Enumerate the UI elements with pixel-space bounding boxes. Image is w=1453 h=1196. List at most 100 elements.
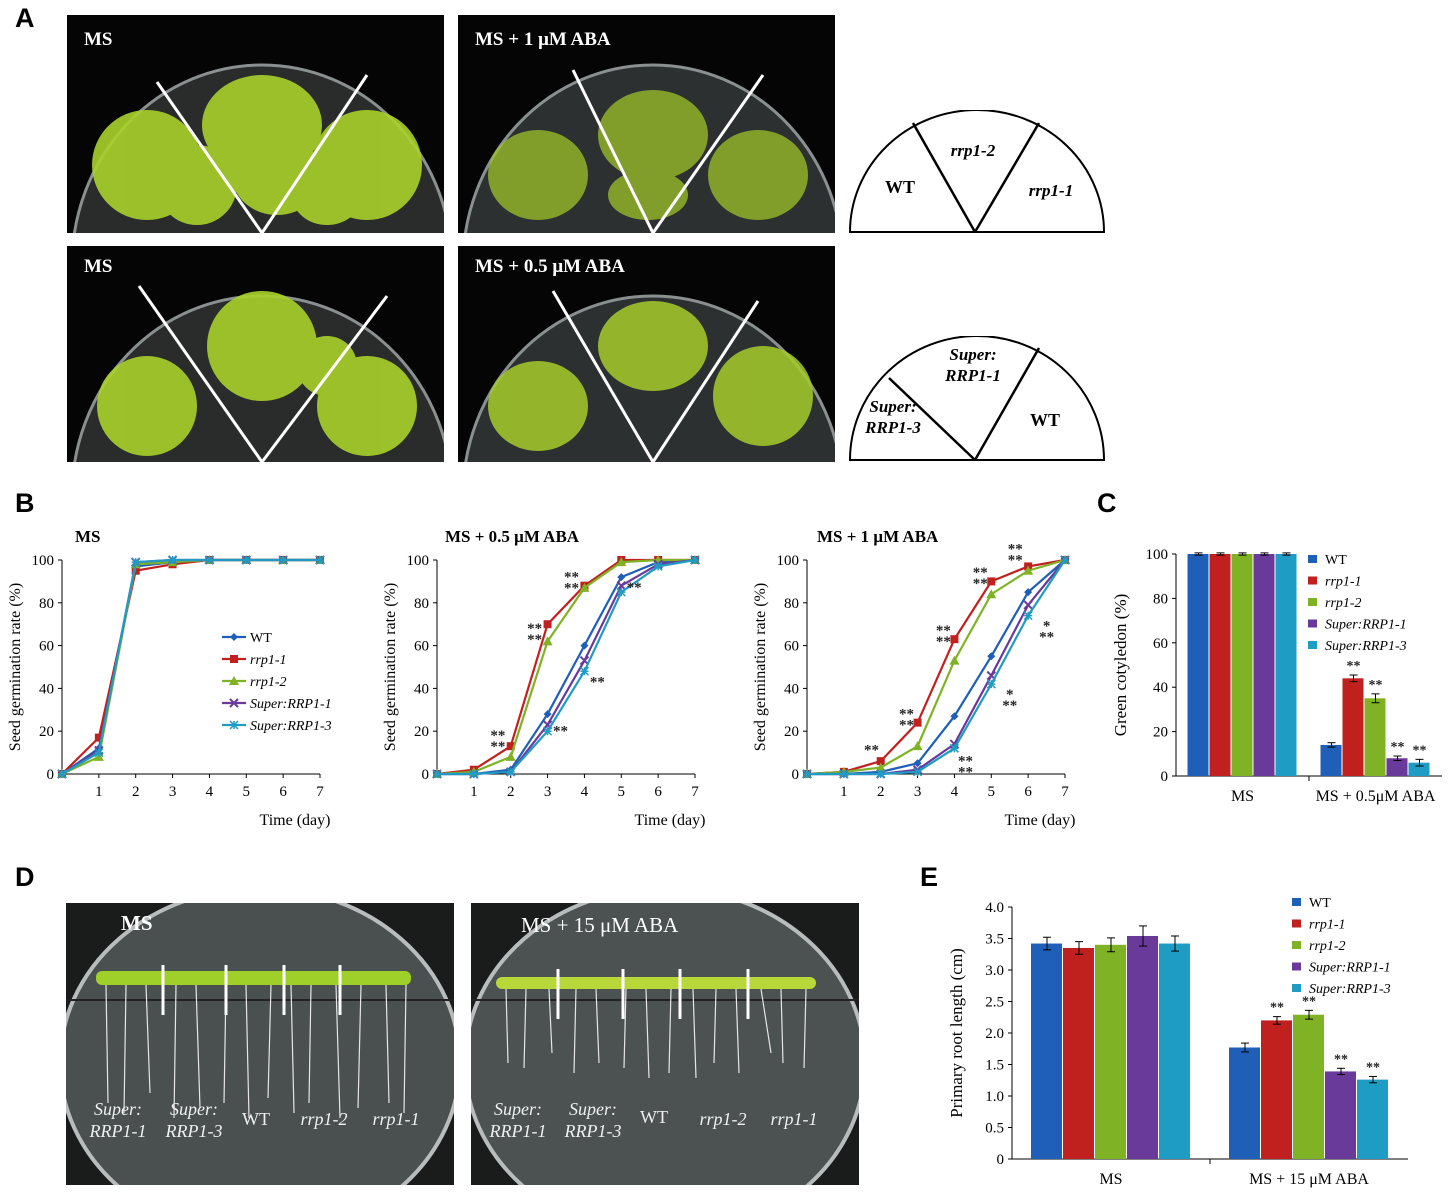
x-tick-label: 6 xyxy=(654,784,662,800)
bar xyxy=(1261,1020,1292,1159)
bar xyxy=(1187,554,1209,776)
bar xyxy=(1293,1014,1324,1159)
data-point xyxy=(690,555,700,565)
significance-label: ** xyxy=(1413,743,1427,758)
x-tick-label: 5 xyxy=(243,784,251,800)
panel-letter-b: B xyxy=(15,488,35,518)
bar xyxy=(1159,943,1190,1159)
data-point xyxy=(1023,611,1033,621)
data-point xyxy=(505,751,516,761)
legend-swatch xyxy=(1308,555,1317,563)
text-line: Super: xyxy=(949,345,996,364)
bar xyxy=(1357,1079,1388,1159)
data-point xyxy=(506,742,515,751)
y-tick-label: 0 xyxy=(1161,769,1169,785)
x-tick-label: 6 xyxy=(279,784,287,800)
plate-genotype-label: Super: RRP1-1 xyxy=(89,1099,147,1141)
data-point xyxy=(653,561,663,571)
chart-title: MS + 0.5 μM ABA xyxy=(445,527,580,546)
x-tick-label: 7 xyxy=(316,784,324,800)
text-line: ** xyxy=(973,565,988,581)
bar xyxy=(1325,1071,1356,1159)
plate-genotype-label: rrp1-2 xyxy=(300,1109,348,1129)
significance-annotation: ** xyxy=(590,674,605,690)
bar xyxy=(1231,554,1253,776)
text-line: ** xyxy=(1008,542,1023,558)
data-point xyxy=(950,712,959,721)
x-tick-label: 2 xyxy=(132,784,140,800)
significance-label: ** xyxy=(1391,740,1405,755)
text-line: ** xyxy=(864,743,879,759)
legend-label: Super:RRP1-1 xyxy=(250,697,332,712)
text-line: ** xyxy=(958,764,973,780)
category-label: MS + 0.5μM ABA xyxy=(1316,788,1436,805)
plate-layout-diagram-1: WT rrp1-2 rrp1-1 xyxy=(848,110,1106,233)
x-tick-label: 4 xyxy=(581,784,589,800)
data-point xyxy=(616,557,627,567)
bar xyxy=(1209,554,1231,776)
x-axis-label: Time (day) xyxy=(260,812,331,829)
significance-label: ** xyxy=(1334,1052,1348,1067)
data-point xyxy=(94,733,103,742)
text-line: * xyxy=(1043,619,1051,635)
data-point xyxy=(579,582,590,592)
y-tick-label: 100 xyxy=(1146,547,1169,563)
y-tick-label: 60 xyxy=(39,639,54,655)
x-tick-label: 7 xyxy=(1061,784,1069,800)
data-point xyxy=(131,566,140,575)
data-point xyxy=(543,620,552,629)
plate-genotype-label: WT xyxy=(242,1109,270,1129)
x-tick-label: 5 xyxy=(618,784,626,800)
data-point xyxy=(506,767,516,777)
data-point xyxy=(230,655,238,663)
bar xyxy=(1364,698,1386,776)
legend-swatch xyxy=(1308,576,1317,585)
data-point xyxy=(802,769,812,779)
bar xyxy=(1253,554,1275,776)
significance-label: ** xyxy=(1270,1001,1284,1016)
data-point xyxy=(875,762,886,772)
y-tick-label: 1.5 xyxy=(985,1058,1004,1074)
root-plate-photo-aba15: MS + 15 μM ABA Super: RRP1-1 Super: RRP1-3 W… xyxy=(471,903,859,1185)
y-tick-label: 20 xyxy=(1153,725,1168,741)
plate-genotype-label: Super: RRP1-3 xyxy=(165,1099,223,1141)
y-tick-label: 100 xyxy=(407,553,430,569)
legend-label: rrp1-1 xyxy=(1309,918,1346,933)
diagram-label-right: WT xyxy=(1030,410,1060,430)
plate-photo-aba1: MS + 1 μM ABA xyxy=(458,15,835,233)
chart-title: MS + 1 μM ABA xyxy=(817,527,939,546)
data-point xyxy=(987,652,996,661)
text-line: * xyxy=(1006,687,1014,703)
legend-swatch xyxy=(1292,962,1301,971)
series-Super:RRP1-3 xyxy=(57,555,325,779)
category-label: MS xyxy=(1231,788,1254,805)
bar xyxy=(1275,554,1297,776)
data-point xyxy=(229,720,239,730)
y-tick-label: 60 xyxy=(414,639,429,655)
plate-photo-ms-bottom: MS xyxy=(67,246,444,462)
data-point xyxy=(1023,600,1033,610)
significance-annotation: * ** xyxy=(1039,619,1054,646)
data-point xyxy=(949,743,959,753)
y-tick-label: 100 xyxy=(32,553,55,569)
plate-genotype-label: Super: RRP1-1 xyxy=(489,1099,547,1141)
legend-label: Super:RRP1-3 xyxy=(1325,639,1407,654)
x-tick-label: 2 xyxy=(877,784,885,800)
legend-label: WT xyxy=(1309,896,1331,911)
text-line: ** xyxy=(899,717,914,733)
data-point xyxy=(278,555,288,565)
data-point xyxy=(57,769,67,779)
category-label: MS + 15 μM ABA xyxy=(1249,1171,1369,1188)
x-tick-label: 4 xyxy=(951,784,959,800)
y-tick-label: 20 xyxy=(784,724,799,740)
bar-chart-root-length: 0 0.5 1.0 1.5 2.0 2.5 3.0 3.5 4.0 Primary root le… xyxy=(947,896,1408,1188)
bar xyxy=(1408,762,1430,776)
legend-label: rrp1-2 xyxy=(1325,596,1362,611)
photo-label: MS xyxy=(84,256,113,277)
legend-swatch xyxy=(1292,919,1301,928)
y-axis-label: Seed germination rate (%) xyxy=(7,583,24,751)
plate-genotype-label: rrp1-2 xyxy=(699,1109,747,1129)
photo-label: MS + 15 μM ABA xyxy=(521,913,679,937)
bar-chart-green-cotyledon: 0 20 40 60 80 100 Green cotyledon (%) MS MS + 0.… xyxy=(1111,547,1442,805)
x-tick-label: 3 xyxy=(544,784,552,800)
